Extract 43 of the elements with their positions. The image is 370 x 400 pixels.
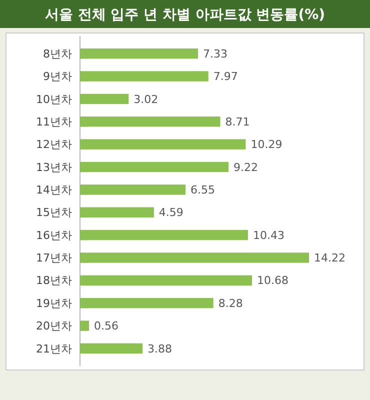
bar bbox=[80, 116, 220, 127]
bar bbox=[80, 252, 309, 263]
y-tick-label: 14년차 bbox=[36, 184, 72, 197]
data-label: 3.02 bbox=[134, 92, 158, 106]
data-label: 8.71 bbox=[225, 115, 250, 128]
data-label: 4.59 bbox=[158, 206, 184, 220]
bar bbox=[80, 320, 90, 331]
data-label: 10.43 bbox=[252, 228, 284, 242]
data-label: 7.33 bbox=[203, 47, 228, 60]
bar bbox=[80, 94, 129, 104]
bar bbox=[80, 298, 214, 308]
bar bbox=[80, 71, 208, 82]
bar bbox=[80, 275, 252, 286]
y-tick-label: 12년차 bbox=[36, 138, 72, 152]
y-tick-label: 20년차 bbox=[36, 320, 72, 333]
data-label: 6.55 bbox=[190, 184, 215, 197]
y-tick-label: 19년차 bbox=[36, 296, 72, 310]
y-tick-label: 17년차 bbox=[36, 252, 72, 265]
data-label: 10.29 bbox=[250, 138, 282, 152]
bar bbox=[80, 207, 154, 218]
data-label: 3.88 bbox=[147, 342, 172, 356]
y-tick-label: 15년차 bbox=[36, 206, 72, 220]
y-tick-label: 9년차 bbox=[43, 70, 72, 84]
bar bbox=[80, 139, 246, 150]
data-label: 8.28 bbox=[218, 296, 243, 310]
bar bbox=[80, 230, 248, 240]
y-tick-label: 16년차 bbox=[36, 228, 72, 242]
data-label: 9.22 bbox=[233, 160, 258, 174]
data-label: 7.97 bbox=[213, 70, 238, 84]
y-tick-label: 13년차 bbox=[36, 160, 72, 174]
bar bbox=[80, 343, 142, 354]
data-label: 10.68 bbox=[256, 274, 288, 288]
bar bbox=[80, 184, 186, 195]
data-label: 0.56 bbox=[94, 320, 119, 333]
y-tick-label: 21년차 bbox=[36, 342, 72, 356]
bar bbox=[80, 48, 198, 59]
y-tick-label: 11년차 bbox=[36, 115, 72, 128]
y-tick-label: 8년차 bbox=[43, 47, 72, 60]
y-tick-label: 18년차 bbox=[36, 274, 72, 288]
y-tick-label: 10년차 bbox=[36, 92, 72, 106]
data-label: 14.22 bbox=[314, 252, 346, 265]
chart-title: 서울 전체 입주 년 차별 아파트값 변동률(%) bbox=[44, 7, 326, 23]
bar bbox=[80, 162, 228, 172]
